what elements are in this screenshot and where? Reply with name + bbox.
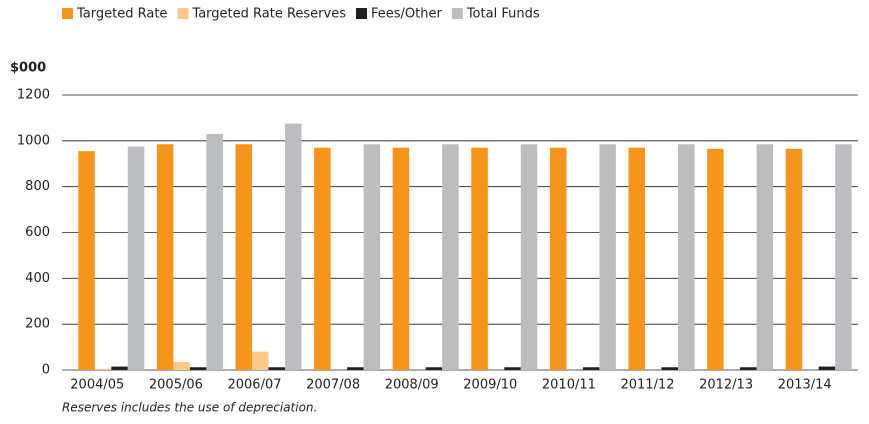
bar <box>189 367 207 370</box>
legend-label: Total Funds <box>466 7 540 22</box>
bar <box>442 144 459 370</box>
x-tick-label: 2004/05 <box>70 378 124 393</box>
bar <box>740 367 757 370</box>
y-tick-label: 0 <box>42 363 50 378</box>
bar <box>520 144 538 370</box>
bar <box>347 367 364 370</box>
x-tick-label: 2005/06 <box>149 378 203 393</box>
bar <box>252 351 269 370</box>
bar <box>78 151 95 370</box>
bar <box>173 361 190 370</box>
x-tick-label: 2007/08 <box>306 378 360 393</box>
y-tick-label: 400 <box>25 271 50 286</box>
y-tick-label: 1000 <box>17 133 50 148</box>
legend-label: Targeted Rate Reserves <box>191 7 346 22</box>
bar <box>94 368 112 370</box>
bar <box>127 146 145 370</box>
y-tick-label: 800 <box>25 179 50 194</box>
legend-swatch <box>356 8 367 19</box>
footnote: Reserves includes the use of depreciatio… <box>62 401 317 415</box>
legend-label: Targeted Rate <box>76 7 167 22</box>
bar <box>363 144 381 370</box>
y-tick-label: 200 <box>25 317 50 332</box>
bar <box>111 366 128 370</box>
bar <box>314 147 331 370</box>
bar <box>756 144 774 370</box>
x-tick-label: 2013/14 <box>778 378 832 393</box>
legend-swatch <box>451 8 463 19</box>
legend-swatch <box>62 8 73 19</box>
bar <box>661 367 678 370</box>
bar <box>549 147 567 370</box>
x-tick-label: 2011/12 <box>620 378 674 393</box>
x-tick-label: 2010/11 <box>542 378 596 393</box>
legend-label: Fees/Other <box>371 7 442 22</box>
y-tick-label: 1200 <box>17 88 50 103</box>
bar <box>235 144 252 370</box>
bar <box>392 147 410 370</box>
bar <box>835 144 852 370</box>
legend-swatch <box>177 8 189 19</box>
bar <box>268 367 285 370</box>
bar <box>628 147 645 370</box>
bar <box>425 367 443 370</box>
bar <box>707 148 724 370</box>
bar <box>471 147 488 370</box>
bar <box>206 133 223 370</box>
bar <box>504 367 521 370</box>
x-tick-label: 2009/10 <box>463 378 517 393</box>
bar <box>156 144 174 370</box>
bar <box>582 367 600 370</box>
bar <box>678 144 695 370</box>
y-tick-label: 600 <box>25 225 50 240</box>
bar <box>818 366 836 370</box>
bar <box>599 144 616 370</box>
bar <box>785 148 803 370</box>
x-tick-label: 2006/07 <box>227 378 281 393</box>
x-tick-label: 2008/09 <box>385 378 439 393</box>
x-tick-label: 2012/13 <box>699 378 753 393</box>
y-axis-unit: $000 <box>10 61 46 76</box>
bar <box>285 123 302 370</box>
